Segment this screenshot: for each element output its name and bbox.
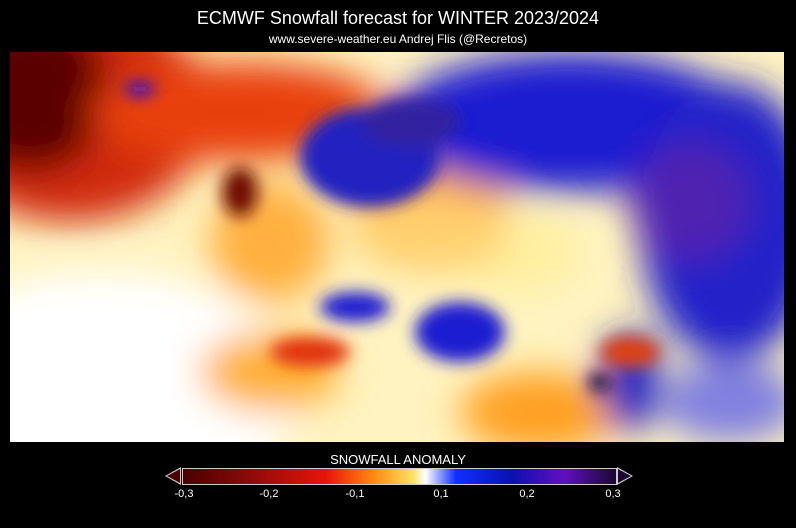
map-title: ECMWF Snowfall forecast for WINTER 2023/… <box>196 8 600 28</box>
legend-title: SNOWFALL ANOMALY <box>330 452 466 467</box>
legend-tick: -0,3 <box>174 488 194 500</box>
snowfall-anomaly-map <box>10 52 784 442</box>
legend-tick: -0,1 <box>345 488 365 500</box>
legend-min-arrow <box>165 467 181 485</box>
anomaly-field <box>10 52 784 442</box>
legend-tick: 0,2 <box>519 488 535 500</box>
legend-tick: 0,1 <box>433 488 449 500</box>
legend-tick: -0,2 <box>259 488 279 500</box>
legend-max-arrow <box>617 467 633 485</box>
map-subtitle: www.severe-weather.eu Andrej Flis (@Recr… <box>268 32 528 46</box>
legend-tick: 0,3 <box>605 488 621 500</box>
legend-colorbar <box>182 468 617 485</box>
